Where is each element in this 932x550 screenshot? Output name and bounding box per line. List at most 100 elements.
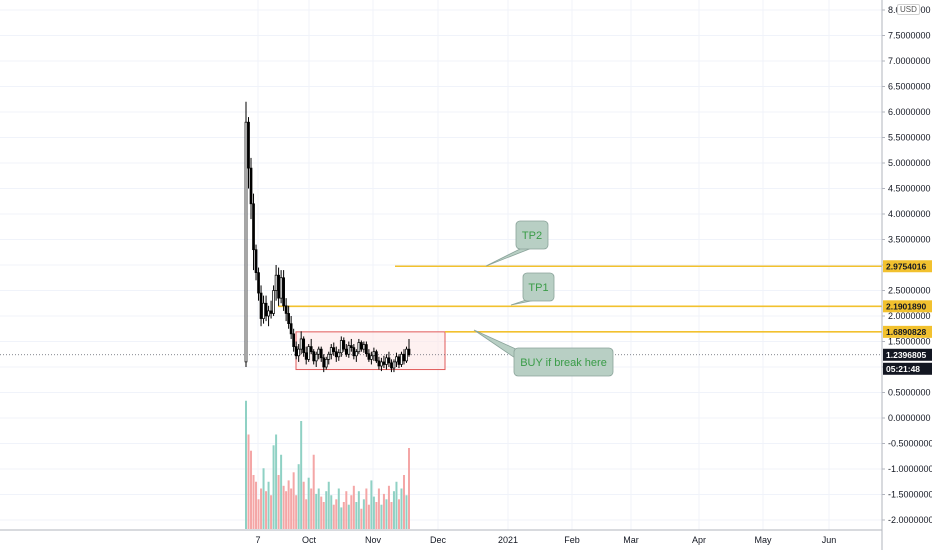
candle-body — [365, 344, 368, 355]
candle-body — [247, 121, 250, 169]
candle-body — [282, 277, 285, 307]
volume-bar — [322, 502, 325, 529]
level-badge-bg — [883, 260, 932, 273]
volume-bar — [337, 488, 340, 529]
candle-body — [249, 167, 253, 205]
price-tick-label: -1.5000000 — [888, 490, 932, 500]
volume-bar — [357, 491, 360, 529]
callout-tp1[interactable]: TP1 — [510, 272, 555, 306]
countdown-badge-bg — [883, 362, 932, 375]
volume-bar — [330, 495, 333, 529]
candle-body — [327, 353, 331, 360]
candle-body — [269, 310, 273, 314]
callouts[interactable]: TP2 TP1 BUY if break here — [473, 220, 614, 377]
callout-box — [515, 220, 549, 250]
callout-tp2[interactable]: TP2 — [485, 220, 549, 267]
level-badge: 1.6890828 — [883, 325, 932, 338]
volume-bar — [392, 491, 395, 529]
candle-body — [274, 274, 278, 291]
volume-bar — [292, 472, 295, 529]
currency-badge[interactable]: USD — [897, 4, 920, 15]
price-tick-label: 7.0000000 — [888, 56, 931, 66]
time-tick-label: 2021 — [498, 535, 518, 545]
volume-bar — [350, 495, 353, 529]
volume-bar — [267, 481, 270, 529]
volume-bar — [307, 477, 310, 529]
callout-text: TP1 — [528, 282, 548, 294]
callout-pointer — [473, 329, 519, 361]
time-tick-label: Apr — [692, 535, 706, 545]
volume-bar — [280, 454, 283, 529]
candle-body — [405, 348, 408, 362]
candle-body — [339, 340, 343, 354]
volume-bar — [395, 481, 398, 529]
candle-body — [385, 357, 388, 365]
last-price-badge-bg — [883, 348, 932, 361]
price-tick-label: 4.0000000 — [888, 209, 931, 219]
callout-text: TP2 — [522, 230, 542, 242]
volume-bar — [270, 495, 273, 529]
time-tick-label: Dec — [430, 535, 447, 545]
candle-body — [279, 277, 283, 299]
price-badges: 2.9754016 2.1901890 1.6890828 1.2396805 05:2… — [883, 260, 932, 375]
volume-bar — [335, 499, 338, 529]
candle-body — [289, 323, 293, 335]
candle-body — [319, 348, 323, 359]
time-tick-label: 7 — [255, 535, 260, 545]
candle-body — [407, 348, 411, 356]
time-axis[interactable]: 7 Oct Nov Dec 2021 Feb Mar Apr May Jun — [255, 535, 836, 545]
candle-body — [304, 352, 308, 360]
volume-bar — [355, 502, 358, 529]
countdown-badge-text: 05:21:48 — [886, 364, 920, 374]
candle-body — [344, 348, 348, 355]
volume-bar — [275, 434, 278, 529]
volume-bar — [360, 508, 363, 529]
price-tick-label: -2.0000000 — [888, 515, 932, 525]
candle-body — [382, 361, 386, 365]
level-badge-text: 2.1901890 — [886, 301, 926, 311]
candle-body — [314, 353, 318, 362]
candle-body — [375, 351, 378, 362]
callout-pointer — [485, 247, 533, 267]
price-tick-label: 6.0000000 — [888, 107, 931, 117]
volume-bar — [377, 488, 380, 529]
callout-box — [522, 272, 555, 302]
candle-body — [284, 305, 288, 314]
volume-bar — [402, 475, 405, 529]
candle-body — [244, 121, 248, 363]
price-tick-label: 3.5000000 — [888, 235, 931, 245]
callout-buy-if-break-here[interactable]: BUY if break here — [473, 329, 614, 377]
candle-body — [334, 351, 338, 358]
candle-body — [387, 357, 391, 364]
volume-bar — [262, 468, 265, 529]
volume-bar — [370, 480, 373, 529]
candle-body — [400, 353, 403, 365]
volume-bar — [400, 488, 403, 529]
price-tick-label: 6.5000000 — [888, 82, 931, 92]
volume-bar — [362, 499, 365, 529]
volume-bar — [365, 488, 368, 529]
volume-bar — [247, 434, 250, 529]
volume-bar — [277, 475, 280, 529]
volume-bar — [397, 499, 400, 529]
candle-body — [367, 353, 371, 360]
candle-body — [395, 356, 398, 363]
price-tick-label: 1.5000000 — [888, 337, 931, 347]
volume-bar — [380, 504, 383, 529]
last-price-badge: 1.2396805 — [883, 348, 932, 361]
candle-body — [299, 338, 303, 350]
level-lines[interactable] — [278, 265, 882, 333]
candle-body — [337, 352, 341, 358]
candle-body — [267, 310, 270, 317]
candle-body — [312, 351, 316, 362]
volume-bar — [295, 495, 298, 529]
candle-body — [254, 249, 258, 273]
candle-body — [324, 359, 328, 368]
time-tick-label: May — [754, 535, 772, 545]
candle-body — [302, 338, 306, 354]
candle-body — [277, 274, 280, 299]
volume-bar — [317, 488, 320, 529]
candle-body — [347, 345, 351, 355]
time-tick-label: Mar — [623, 535, 639, 545]
